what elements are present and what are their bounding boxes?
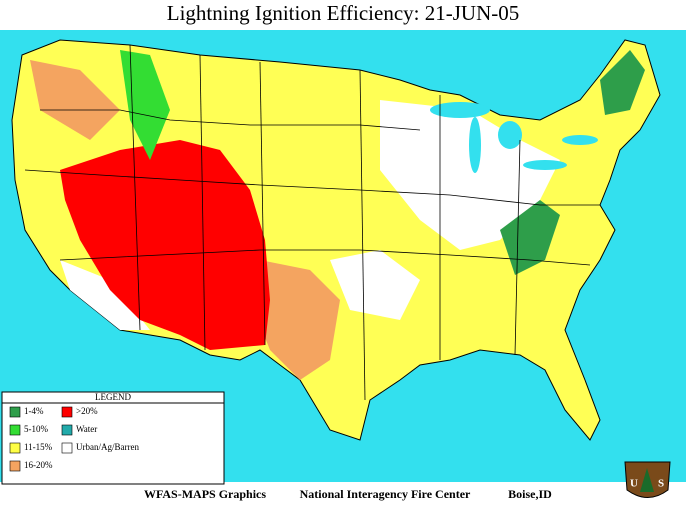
- border-line: [59, 249, 591, 266]
- footer-left: WFAS-MAPS Graphics: [144, 487, 266, 501]
- green-region: [120, 50, 170, 160]
- border-line: [359, 69, 366, 401]
- white-region: [60, 260, 150, 330]
- border-line: [514, 139, 521, 356]
- lake: [562, 135, 598, 145]
- legend-swatch: [61, 424, 73, 436]
- land: [11, 39, 661, 441]
- border-line: [259, 61, 266, 346]
- badge-tree: [640, 468, 654, 492]
- lake: [498, 121, 522, 149]
- legend-swatch: [61, 406, 73, 418]
- lake: [430, 102, 490, 118]
- green-region: [500, 200, 560, 275]
- badge-text: S: [658, 478, 664, 490]
- orange-region: [250, 260, 340, 380]
- green-region: [600, 50, 645, 115]
- border-line: [129, 44, 141, 331]
- footer-center: National Interagency Fire Center: [300, 487, 471, 501]
- legend-title: LEGEND: [95, 392, 131, 402]
- legend: LEGEND 1-4% >20% 5-10% Water 11-15% Urban/Ag/…: [1, 391, 225, 485]
- legend-swatch: [9, 424, 21, 436]
- legend-label: 16-20%: [24, 460, 53, 470]
- legend-label: 11-15%: [24, 442, 53, 452]
- border-line: [40, 109, 421, 131]
- border-line: [24, 169, 600, 206]
- lake: [523, 160, 567, 170]
- map-title: Lightning Ignition Efficiency: 21-JUN-05: [167, 1, 519, 25]
- orange-region: [30, 60, 120, 140]
- legend-label: Water: [76, 424, 97, 434]
- legend-label: 1-4%: [24, 406, 44, 416]
- legend-swatch: [9, 442, 21, 454]
- legend-swatch: [9, 460, 21, 472]
- state-lines: [24, 44, 600, 401]
- badge-text: U: [630, 478, 638, 490]
- legend-label: 5-10%: [24, 424, 48, 434]
- legend-swatch: [9, 406, 21, 418]
- red-region: [60, 140, 270, 350]
- legend-swatch: [61, 442, 73, 454]
- legend-label: Urban/Ag/Barren: [76, 442, 139, 452]
- white-region: [330, 250, 420, 320]
- badge: U S: [624, 461, 671, 498]
- footer-right: Boise,ID: [508, 487, 552, 501]
- legend-label: >20%: [76, 406, 98, 416]
- border-line: [199, 54, 206, 351]
- lake: [469, 117, 481, 173]
- legend-box: [1, 391, 225, 485]
